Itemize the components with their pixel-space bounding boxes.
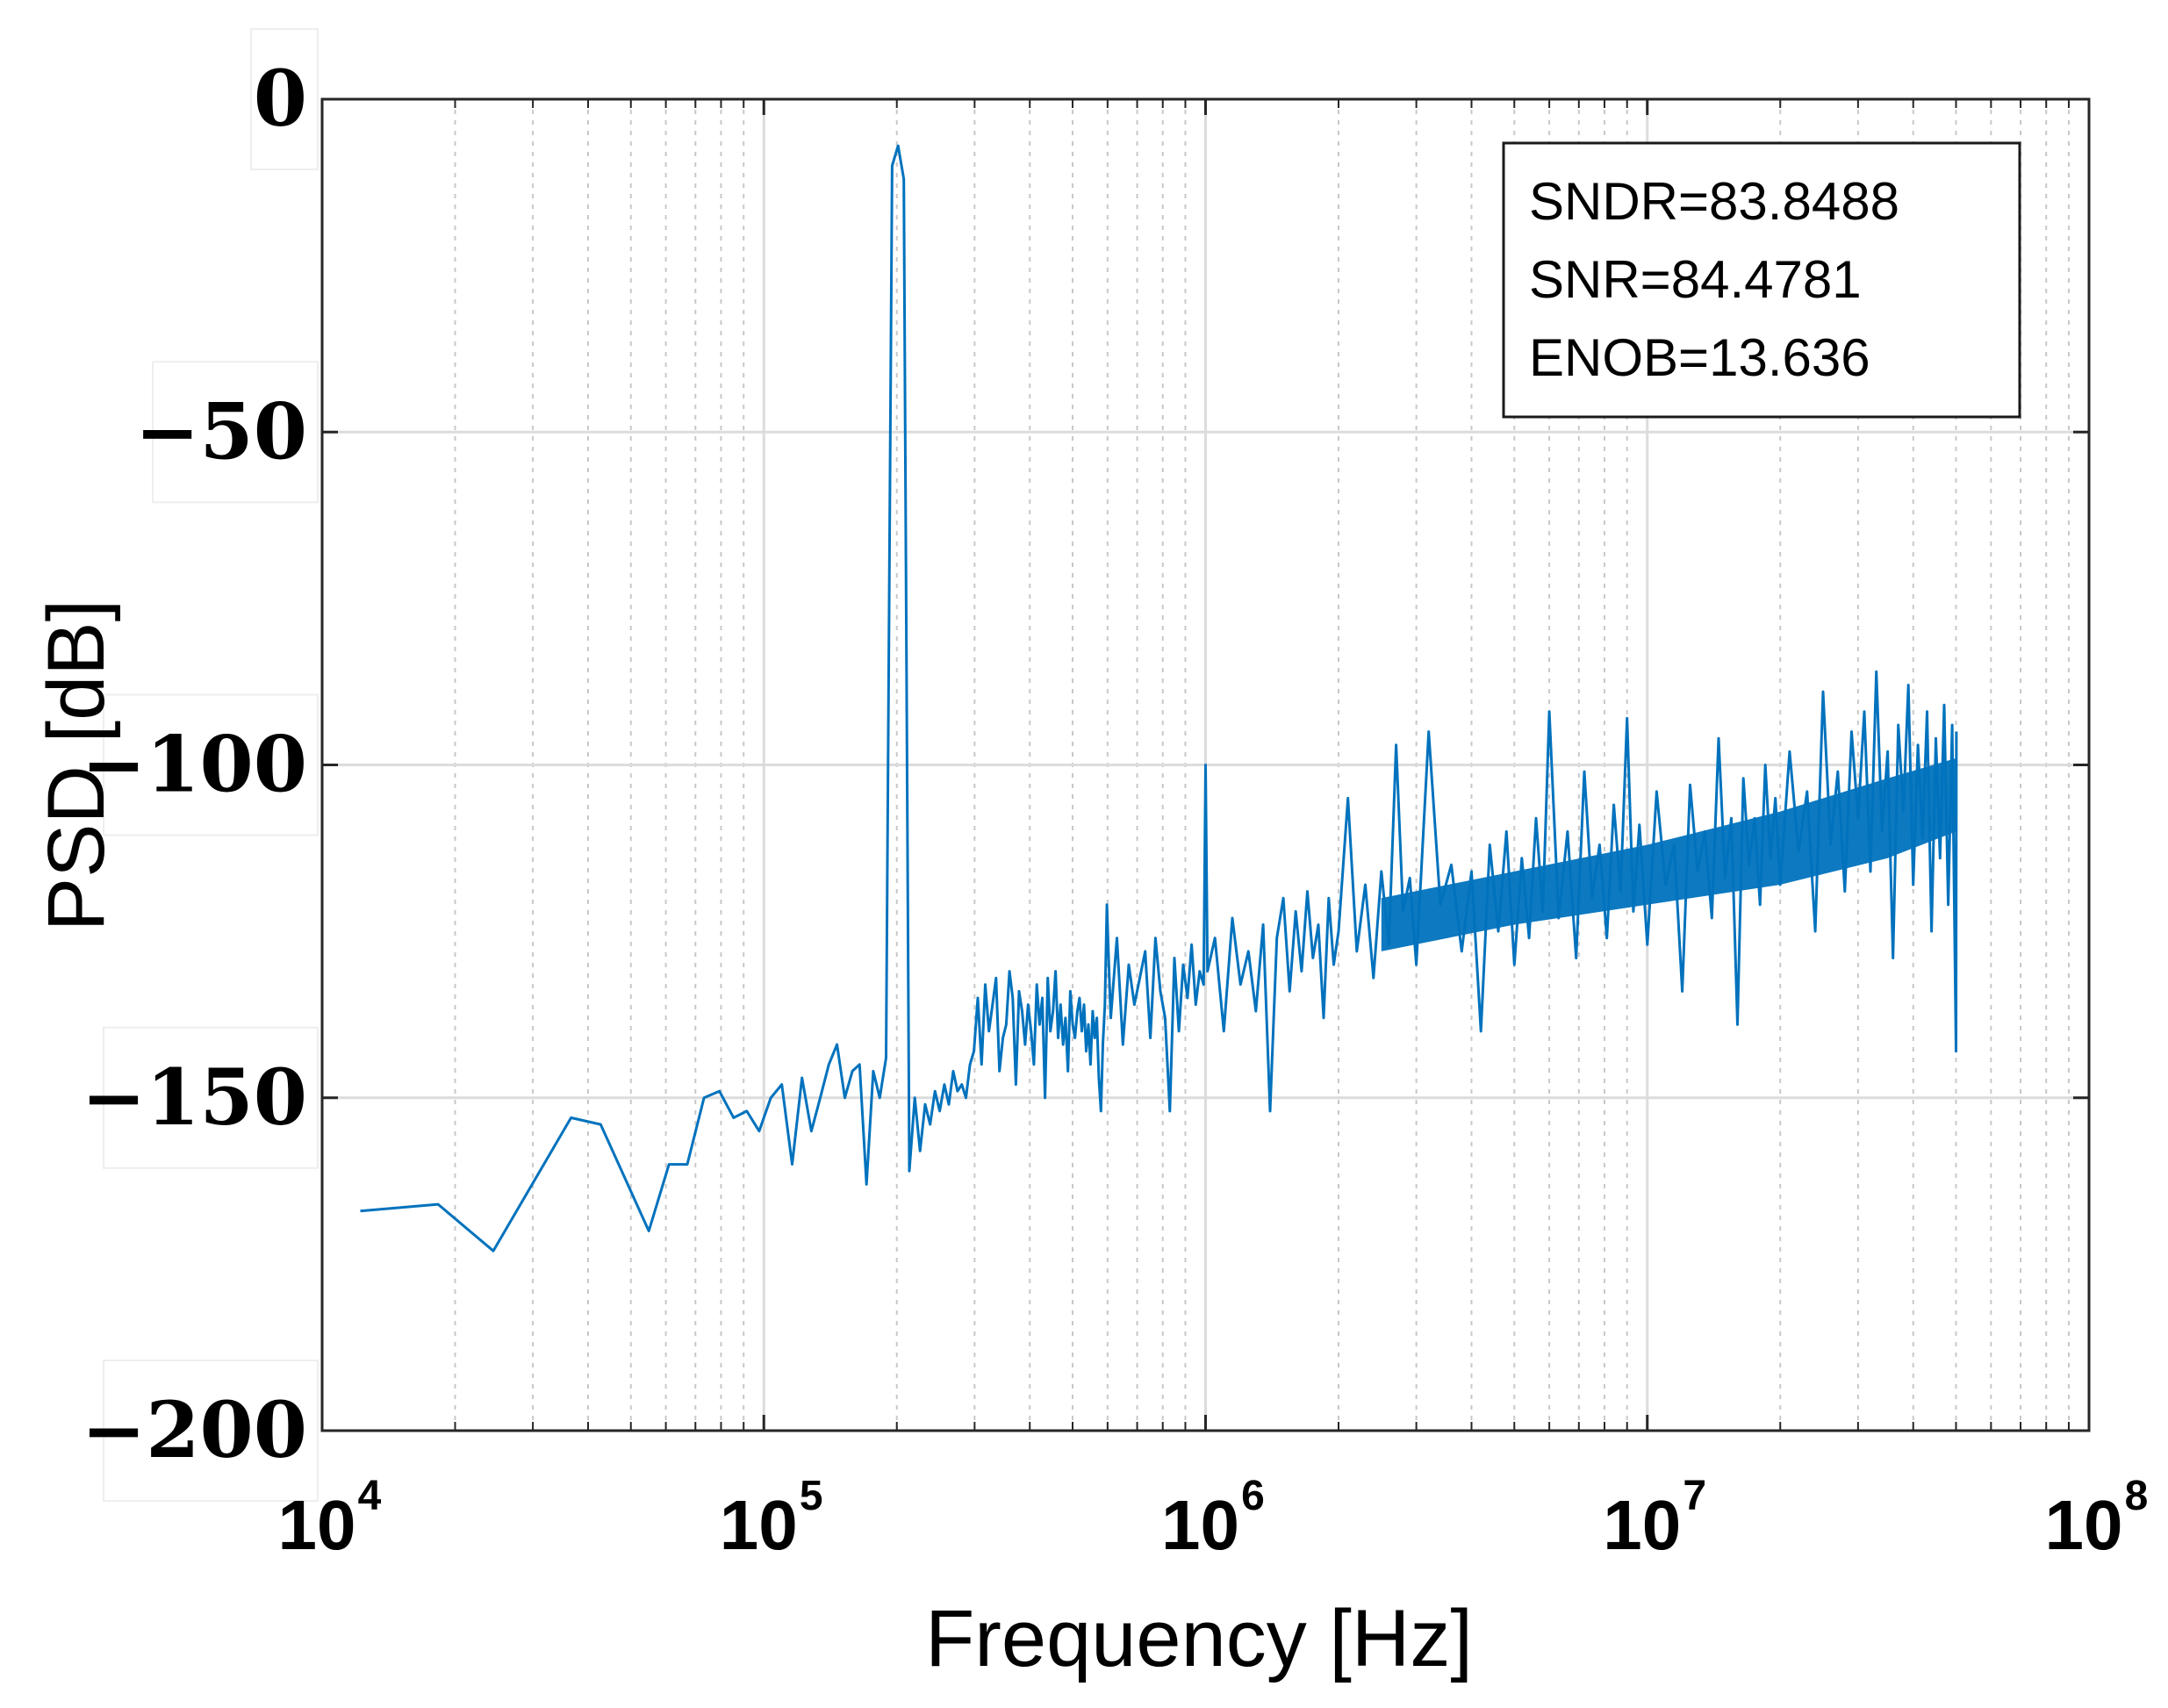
y-tick-label: −150 bbox=[82, 1051, 307, 1143]
x-tick-exponent: 5 bbox=[800, 1473, 823, 1519]
x-tick-exponent: 8 bbox=[2125, 1473, 2149, 1519]
x-tick-label: 10 bbox=[1161, 1486, 1239, 1564]
x-tick-exponent: 4 bbox=[358, 1473, 382, 1519]
legend-sndr: SNDR=83.8488 bbox=[1529, 172, 1899, 231]
x-tick-exponent: 6 bbox=[1241, 1473, 1265, 1519]
legend: SNDR=83.8488 SNR=84.4781 ENOB=13.636 bbox=[1502, 141, 2021, 419]
y-tick-label: −100 bbox=[82, 719, 307, 810]
legend-box bbox=[1502, 141, 2021, 419]
y-tick-label: −50 bbox=[135, 385, 307, 477]
y-tick-backing bbox=[250, 28, 319, 170]
y-tick-backing bbox=[103, 1026, 319, 1169]
legend-snr: SNR=84.4781 bbox=[1529, 250, 1862, 309]
x-tick-exponent: 7 bbox=[1683, 1473, 1706, 1519]
y-tick-label: 0 bbox=[254, 53, 307, 144]
x-tick-label: 10 bbox=[720, 1486, 798, 1564]
x-tick-labels: 10 4 10 5 10 6 10 7 10 8 bbox=[278, 1473, 2149, 1564]
y-axis-label: PSD [dB] bbox=[32, 599, 121, 931]
x-tick-label: 10 bbox=[2045, 1486, 2123, 1564]
y-tick-backing bbox=[152, 361, 319, 504]
y-tick-backing bbox=[103, 693, 319, 836]
series-layer bbox=[360, 144, 1958, 1252]
noise-band bbox=[1381, 757, 1956, 951]
legend-enob: ENOB=13.636 bbox=[1529, 328, 1870, 387]
y-tick-label: −200 bbox=[82, 1384, 307, 1475]
x-tick-label: 10 bbox=[278, 1486, 356, 1564]
psd-line bbox=[360, 144, 1958, 1252]
x-tick-label: 10 bbox=[1603, 1486, 1681, 1564]
y-tick-labels: 0 −50 −100 −150 −200 bbox=[82, 28, 319, 1502]
tick-marks bbox=[320, 97, 2091, 1432]
x-axis-label: Frequency [Hz] bbox=[925, 1594, 1473, 1683]
y-tick-backing bbox=[103, 1360, 319, 1502]
